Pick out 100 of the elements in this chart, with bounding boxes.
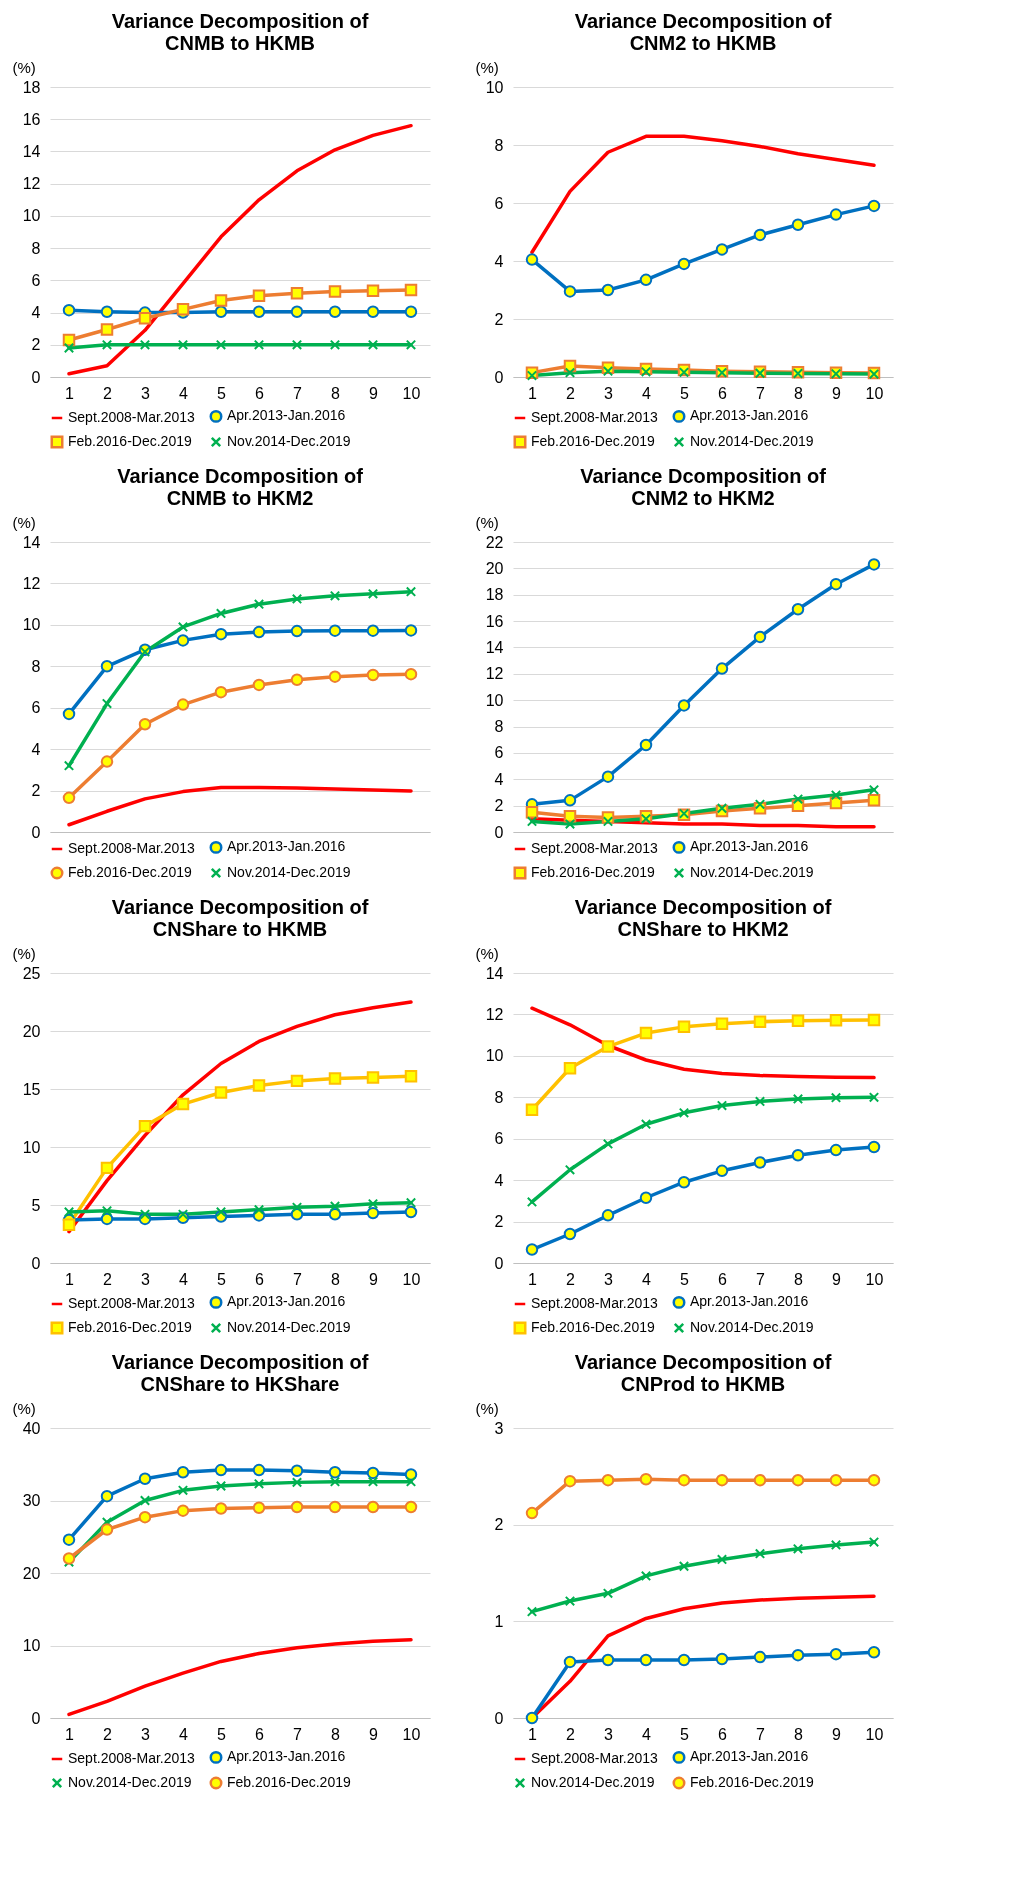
- y-tick-label: 16: [22, 110, 41, 128]
- y-tick-label: 14: [22, 533, 41, 551]
- y-tick-label: 0: [31, 823, 41, 841]
- y-axis-title: (%): [12, 1399, 36, 1417]
- y-tick-label: 10: [22, 1138, 41, 1156]
- x-tick-label: 3: [604, 1725, 614, 1743]
- x-tick-label: 3: [604, 384, 614, 402]
- y-tick-label: 4: [494, 1171, 504, 1189]
- x-tick-label: 7: [756, 384, 766, 402]
- x-tick-label: 4: [642, 1725, 652, 1743]
- x-tick-label: 8: [794, 384, 804, 402]
- y-tick-label: 8: [31, 239, 41, 257]
- x-tick-label: 4: [642, 1270, 652, 1288]
- y-axis-title: (%): [12, 944, 36, 962]
- legend-label: Feb.2016-Dec.2019: [531, 433, 655, 449]
- y-tick-label: 6: [31, 699, 41, 717]
- x-tick-label: 3: [141, 1725, 151, 1743]
- y-tick-label: 0: [494, 823, 504, 841]
- legend-label: Feb.2016-Dec.2019: [68, 433, 192, 449]
- x-tick-label: 1: [65, 1270, 75, 1288]
- y-tick-label: 3: [494, 1419, 504, 1437]
- y-tick-label: 0: [31, 1254, 41, 1272]
- x-tick-label: 2: [566, 1725, 576, 1743]
- y-tick-label: 10: [22, 207, 41, 225]
- legend-label: Feb.2016-Dec.2019: [68, 864, 192, 880]
- legend-label: Apr.2013-Jan.2016: [227, 1293, 346, 1310]
- y-tick-label: 18: [22, 78, 41, 96]
- y-tick-label: 6: [494, 194, 504, 212]
- y-tick-label: 8: [494, 718, 504, 736]
- y-tick-label: 20: [22, 1564, 41, 1582]
- x-tick-label: 7: [293, 1270, 303, 1288]
- x-tick-label: 5: [680, 384, 690, 402]
- legend-label: Sept.2008-Mar.2013: [68, 1295, 196, 1311]
- x-tick-label: 10: [865, 384, 884, 402]
- x-tick-label: 8: [331, 1270, 341, 1288]
- x-tick-label: 6: [718, 1725, 728, 1743]
- y-tick-label: 0: [494, 1709, 504, 1727]
- legend-label: Apr.2013-Jan.2016: [690, 407, 809, 424]
- legend-label: Nov.2014-Dec.2019: [227, 1319, 351, 1335]
- legend-label: Nov.2014-Dec.2019: [227, 864, 351, 880]
- y-tick-label: 12: [485, 1005, 504, 1023]
- x-tick-label: 1: [65, 1725, 75, 1743]
- x-tick-label: 3: [141, 384, 151, 402]
- y-tick-label: 0: [494, 1254, 504, 1272]
- y-tick-label: 2: [494, 797, 504, 815]
- x-tick-label: 7: [756, 1725, 766, 1743]
- y-tick-label: 8: [494, 136, 504, 154]
- x-tick-label: 9: [832, 384, 842, 402]
- y-tick-label: 20: [485, 559, 504, 577]
- y-axis-title: (%): [475, 513, 499, 531]
- x-tick-label: 2: [566, 384, 576, 402]
- legend-label: Feb.2016-Dec.2019: [227, 1774, 351, 1790]
- x-tick-label: 7: [293, 1725, 303, 1743]
- x-tick-label: 8: [794, 1725, 804, 1743]
- legend-label: Feb.2016-Dec.2019: [690, 1774, 814, 1790]
- chart-title: Variance Decomposition of CNMB to HKMB: [111, 10, 369, 54]
- x-tick-label: 6: [718, 1270, 728, 1288]
- chart-title: Variance Decomposition of CNShare to HKM2: [574, 896, 832, 940]
- chart-title: Variance Dcomposition of CNMB to HKM2: [117, 465, 364, 509]
- legend-label: Apr.2013-Jan.2016: [227, 1748, 346, 1765]
- x-tick-label: 8: [794, 1270, 804, 1288]
- x-tick-label: 5: [217, 1270, 227, 1288]
- x-tick-label: 2: [103, 1270, 113, 1288]
- y-tick-label: 2: [31, 782, 41, 800]
- x-tick-label: 8: [331, 1725, 341, 1743]
- x-tick-label: 9: [369, 1725, 379, 1743]
- legend-label: Sept.2008-Mar.2013: [68, 409, 196, 425]
- x-tick-label: 2: [103, 1725, 113, 1743]
- y-tick-label: 0: [31, 1709, 41, 1727]
- x-tick-label: 10: [402, 384, 421, 402]
- y-tick-label: 0: [494, 368, 504, 386]
- x-tick-label: 9: [369, 1270, 379, 1288]
- y-tick-label: 1: [494, 1612, 504, 1630]
- chart-title: Variance Decomposition of CNProd to HKMB: [574, 1351, 832, 1395]
- y-axis-title: (%): [12, 58, 36, 76]
- x-tick-label: 6: [255, 384, 265, 402]
- y-tick-label: 14: [22, 142, 41, 160]
- chart-title: Variance Decomposition of CNShare to HKMB: [111, 896, 369, 940]
- y-tick-label: 16: [485, 612, 504, 630]
- x-tick-label: 4: [179, 1725, 189, 1743]
- y-tick-label: 4: [494, 252, 504, 270]
- x-tick-label: 4: [179, 384, 189, 402]
- y-tick-label: 8: [494, 1088, 504, 1106]
- legend-label: Nov.2014-Dec.2019: [227, 433, 351, 449]
- legend-label: Nov.2014-Dec.2019: [531, 1774, 655, 1790]
- y-tick-label: 4: [31, 740, 41, 758]
- x-tick-label: 4: [642, 384, 652, 402]
- legend-label: Apr.2013-Jan.2016: [227, 407, 346, 424]
- y-tick-label: 6: [494, 744, 504, 762]
- y-tick-label: 10: [485, 1047, 504, 1065]
- y-tick-label: 4: [494, 770, 504, 788]
- x-tick-label: 10: [402, 1725, 421, 1743]
- x-tick-label: 3: [141, 1270, 151, 1288]
- legend-label: Nov.2014-Dec.2019: [690, 433, 814, 449]
- legend-label: Nov.2014-Dec.2019: [690, 864, 814, 880]
- x-tick-label: 2: [103, 384, 113, 402]
- x-tick-label: 5: [680, 1725, 690, 1743]
- y-axis-title: (%): [475, 944, 499, 962]
- y-tick-label: 12: [22, 175, 41, 193]
- y-tick-label: 30: [22, 1492, 41, 1509]
